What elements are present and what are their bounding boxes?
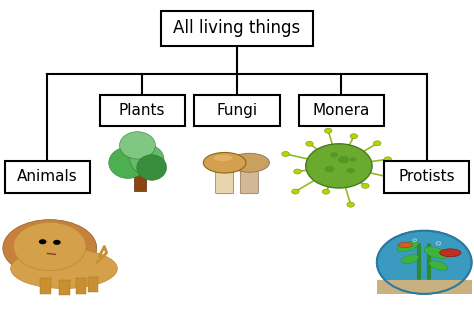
Circle shape [374, 141, 381, 146]
Circle shape [338, 156, 349, 163]
Circle shape [350, 157, 356, 162]
FancyBboxPatch shape [240, 162, 258, 194]
Circle shape [384, 157, 392, 162]
Circle shape [350, 134, 358, 139]
Circle shape [324, 128, 332, 133]
Ellipse shape [119, 132, 155, 159]
Circle shape [13, 222, 86, 270]
Ellipse shape [398, 242, 412, 248]
Text: Fungi: Fungi [217, 103, 257, 118]
Circle shape [306, 144, 372, 188]
Ellipse shape [401, 255, 419, 264]
Text: Protists: Protists [398, 169, 455, 185]
Circle shape [362, 183, 369, 188]
Ellipse shape [229, 153, 269, 172]
Circle shape [282, 151, 290, 156]
Ellipse shape [130, 145, 164, 174]
Ellipse shape [213, 155, 232, 161]
FancyBboxPatch shape [194, 95, 280, 126]
FancyBboxPatch shape [59, 280, 70, 295]
Text: All living things: All living things [173, 20, 301, 37]
Ellipse shape [397, 241, 419, 252]
Circle shape [292, 189, 299, 194]
Circle shape [392, 176, 399, 181]
FancyBboxPatch shape [161, 11, 313, 46]
Text: Animals: Animals [17, 169, 78, 185]
Circle shape [330, 152, 338, 157]
Circle shape [325, 166, 334, 172]
Circle shape [306, 141, 313, 146]
Ellipse shape [137, 155, 167, 180]
Circle shape [39, 239, 46, 244]
Ellipse shape [439, 249, 461, 257]
FancyBboxPatch shape [377, 280, 472, 294]
Circle shape [53, 240, 61, 245]
FancyBboxPatch shape [88, 276, 98, 292]
Ellipse shape [424, 247, 448, 259]
Ellipse shape [203, 153, 246, 173]
Text: Plants: Plants [119, 103, 165, 118]
Text: Monera: Monera [312, 103, 370, 118]
FancyBboxPatch shape [384, 161, 469, 193]
Circle shape [322, 189, 330, 194]
FancyBboxPatch shape [134, 169, 146, 191]
Ellipse shape [109, 147, 147, 178]
Ellipse shape [429, 261, 448, 270]
Circle shape [294, 169, 301, 174]
Circle shape [347, 202, 355, 207]
FancyBboxPatch shape [299, 95, 384, 126]
FancyBboxPatch shape [76, 278, 86, 294]
Ellipse shape [3, 220, 97, 276]
FancyBboxPatch shape [100, 95, 185, 126]
FancyBboxPatch shape [40, 278, 51, 294]
Circle shape [346, 168, 355, 173]
FancyBboxPatch shape [216, 162, 234, 194]
FancyBboxPatch shape [5, 161, 90, 193]
Circle shape [377, 231, 472, 294]
Ellipse shape [11, 249, 117, 289]
